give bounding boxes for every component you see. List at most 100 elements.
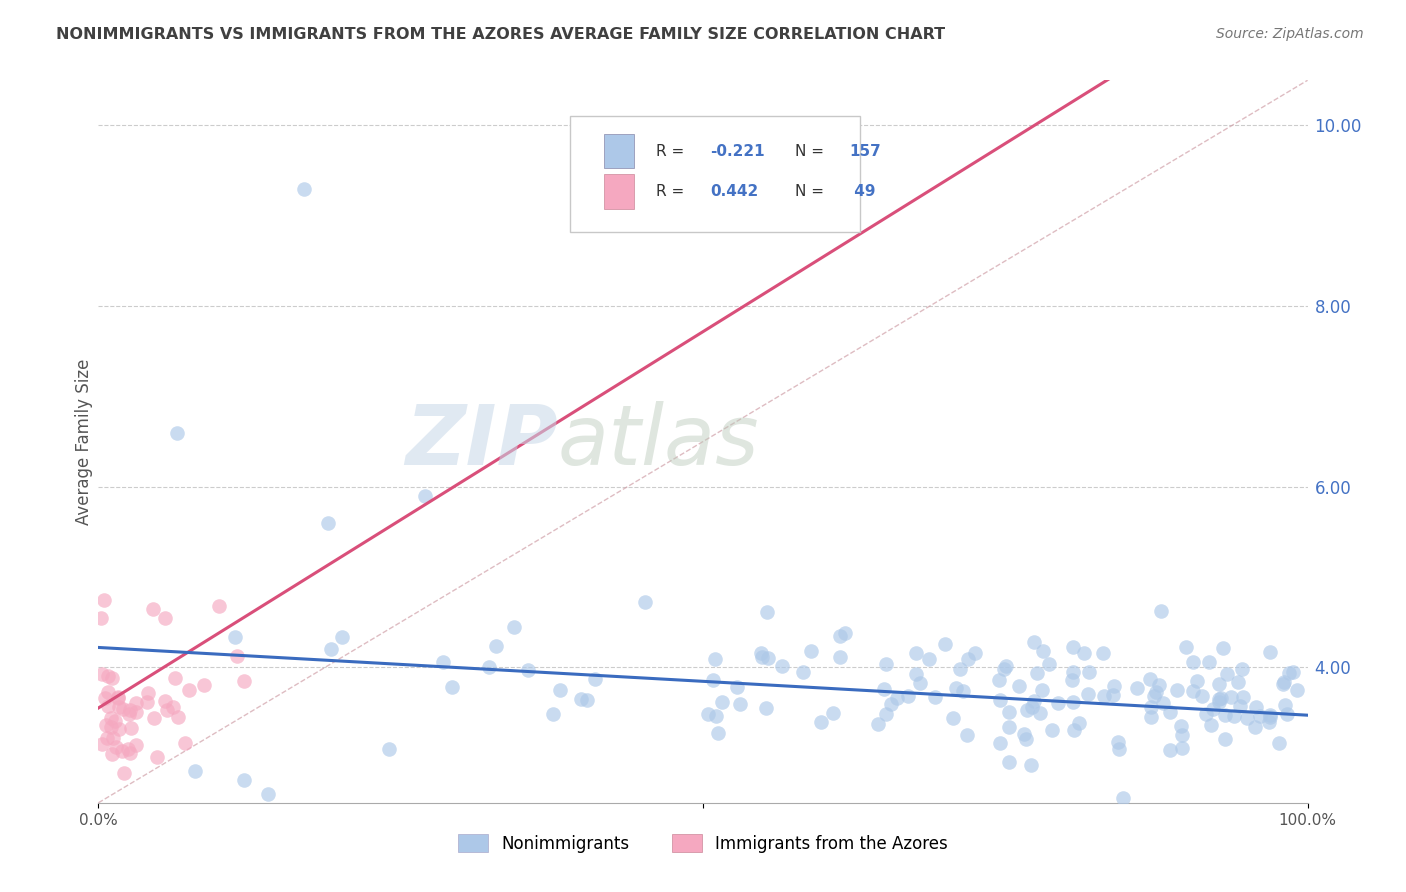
Text: N =: N = (794, 184, 828, 199)
Point (1282, 665, 1305, 680)
Point (1195, 707, 1218, 722)
Point (1274, 698, 1296, 713)
Point (1144, 685, 1167, 699)
Point (377, 741, 399, 756)
Point (1012, 727, 1035, 741)
Point (162, 699, 184, 714)
Point (516, 663, 538, 677)
Text: -0.221: -0.221 (710, 144, 765, 159)
Point (1208, 676, 1230, 690)
Point (834, 625, 856, 640)
Point (1175, 640, 1198, 654)
Text: 49: 49 (849, 184, 876, 199)
Text: 0.442: 0.442 (710, 184, 758, 199)
Point (107, 690, 129, 705)
Point (478, 660, 501, 674)
Point (1152, 696, 1174, 710)
Point (583, 672, 606, 686)
Point (1026, 666, 1049, 681)
Point (704, 709, 727, 723)
Point (998, 755, 1021, 769)
Point (142, 711, 165, 725)
Point (988, 693, 1011, 707)
Point (963, 646, 986, 660)
Point (1126, 681, 1149, 695)
Point (1029, 706, 1052, 720)
Point (107, 722, 129, 736)
Text: N =: N = (794, 144, 828, 159)
Point (1181, 655, 1204, 669)
Point (100, 711, 122, 725)
Point (1032, 644, 1054, 658)
Point (1258, 645, 1281, 659)
Point (945, 681, 967, 696)
Point (1208, 695, 1230, 709)
Point (101, 731, 124, 745)
Point (413, 489, 436, 503)
Y-axis label: Average Family Size: Average Family Size (75, 359, 93, 524)
Point (934, 637, 956, 651)
Point (440, 680, 463, 694)
Point (569, 691, 592, 706)
Point (1067, 716, 1090, 731)
Text: R =: R = (655, 144, 689, 159)
Point (97, 698, 120, 713)
Point (485, 640, 508, 654)
Point (875, 706, 897, 721)
Point (1008, 679, 1031, 693)
Point (321, 642, 343, 657)
FancyBboxPatch shape (603, 134, 634, 169)
Point (880, 697, 903, 711)
Point (924, 690, 946, 704)
Point (1073, 647, 1095, 661)
Point (1139, 700, 1161, 714)
Point (256, 787, 278, 801)
Point (96, 731, 118, 746)
Point (749, 646, 772, 660)
Point (1139, 710, 1161, 724)
Point (112, 765, 135, 780)
Point (904, 667, 927, 681)
Point (174, 736, 197, 750)
Text: atlas: atlas (558, 401, 759, 482)
Point (957, 651, 980, 665)
Point (142, 601, 165, 615)
Point (548, 682, 571, 697)
Point (1275, 706, 1298, 721)
Point (117, 742, 139, 756)
Point (873, 682, 896, 697)
Point (1211, 691, 1233, 706)
Point (703, 652, 725, 666)
Point (179, 683, 201, 698)
Point (1199, 718, 1222, 732)
Point (994, 659, 1017, 673)
Text: 157: 157 (849, 144, 882, 159)
Point (118, 747, 141, 761)
Point (224, 630, 246, 644)
Point (1150, 604, 1173, 618)
Point (100, 720, 122, 734)
Point (792, 665, 814, 679)
Point (1187, 673, 1209, 688)
Point (101, 747, 124, 761)
Point (821, 706, 844, 720)
Point (1244, 719, 1267, 733)
Point (1227, 675, 1250, 690)
Point (125, 696, 148, 710)
Point (1159, 705, 1181, 719)
Point (1111, 791, 1133, 805)
Point (184, 764, 207, 779)
Point (207, 599, 229, 613)
Point (1208, 691, 1230, 706)
Point (702, 673, 724, 687)
Point (104, 714, 127, 728)
Text: NONIMMIGRANTS VS IMMIGRANTS FROM THE AZORES AVERAGE FAMILY SIZE CORRELATION CHAR: NONIMMIGRANTS VS IMMIGRANTS FROM THE AZO… (56, 27, 945, 42)
Point (93, 592, 115, 607)
Point (949, 662, 972, 676)
Point (1219, 690, 1241, 704)
Point (120, 721, 142, 735)
Point (956, 728, 979, 742)
Point (118, 706, 141, 721)
Point (1171, 741, 1194, 756)
Point (146, 750, 169, 764)
